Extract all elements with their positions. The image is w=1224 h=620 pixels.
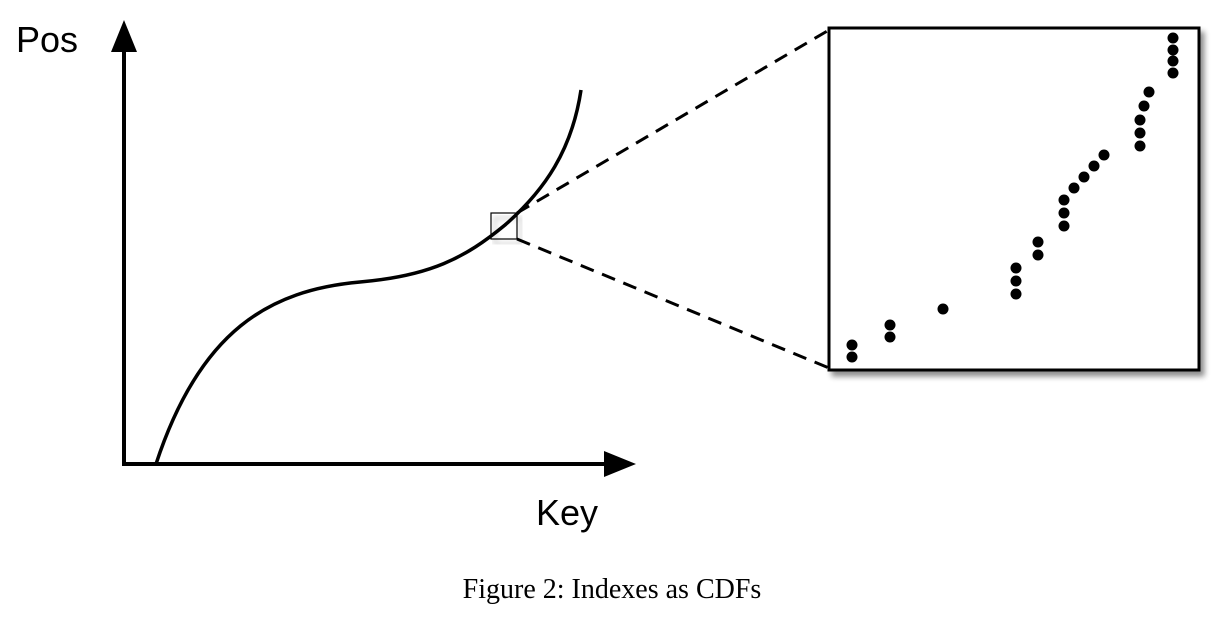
zoom-inset-panel [827, 26, 1201, 372]
inset-point [1010, 262, 1022, 274]
inset-point [1134, 140, 1146, 152]
x-axis [122, 451, 636, 477]
inset-point [1058, 194, 1070, 206]
y-axis-label: Pos [16, 19, 78, 60]
inset-point [846, 339, 858, 351]
zoom-inset-points [846, 32, 1179, 363]
zoom-region-box [490, 212, 518, 240]
inset-point [1078, 171, 1090, 183]
y-axis-arrowhead [111, 20, 137, 52]
inset-point [1167, 44, 1179, 56]
zoom-connector-top [516, 28, 830, 215]
inset-point [1032, 236, 1044, 248]
inset-point [884, 319, 896, 331]
inset-point [1167, 32, 1179, 44]
zoom-connector-bottom [516, 237, 830, 370]
inset-point [1098, 149, 1110, 161]
inset-point [1010, 275, 1022, 287]
inset-point [1134, 127, 1146, 139]
inset-point [1088, 160, 1100, 172]
x-axis-label: Key [536, 492, 598, 533]
inset-point [937, 303, 949, 315]
inset-point [884, 331, 896, 343]
inset-point [1167, 67, 1179, 79]
inset-point [1143, 86, 1155, 98]
inset-point [1167, 55, 1179, 67]
y-axis [111, 20, 137, 464]
inset-point [1058, 220, 1070, 232]
figure-caption: Figure 2: Indexes as CDFs [462, 574, 762, 605]
inset-point [1032, 249, 1044, 261]
cdf-curve [154, 89, 583, 465]
inset-point [1068, 182, 1080, 194]
x-axis-arrowhead [604, 451, 636, 477]
inset-point [846, 351, 858, 363]
inset-point [1138, 100, 1150, 112]
inset-point [1134, 114, 1146, 126]
inset-point [1010, 288, 1022, 300]
inset-point [1058, 207, 1070, 219]
